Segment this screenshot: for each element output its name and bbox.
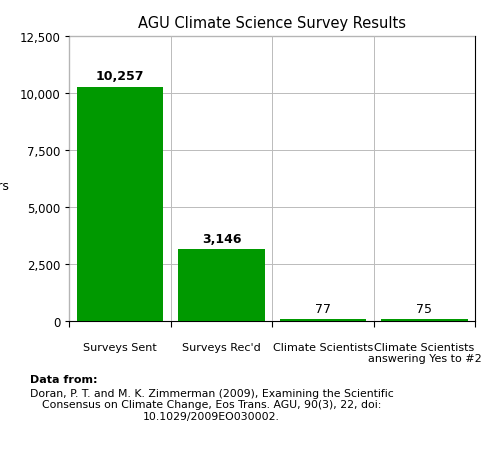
Text: 3,146: 3,146: [202, 232, 241, 245]
Title: AGU Climate Science Survey Results: AGU Climate Science Survey Results: [138, 17, 406, 31]
Bar: [280, 319, 366, 321]
Bar: [178, 250, 265, 321]
Text: 10,257: 10,257: [96, 70, 144, 83]
Bar: [381, 319, 468, 321]
Text: Data from:: Data from:: [30, 374, 97, 384]
Text: Surveys Sent: Surveys Sent: [83, 342, 157, 352]
Text: 75: 75: [416, 302, 433, 315]
Bar: [77, 88, 163, 321]
Text: Climate Scientists: Climate Scientists: [273, 342, 373, 352]
Text: Doran, P. T. and M. K. Zimmerman (2009), Examining the Scientific
Consensus on C: Doran, P. T. and M. K. Zimmerman (2009),…: [30, 388, 394, 421]
Y-axis label: AGU
Members: AGU Members: [0, 165, 9, 193]
Text: Surveys Rec'd: Surveys Rec'd: [182, 342, 261, 352]
Text: 77: 77: [315, 302, 331, 315]
Text: Climate Scientists
answering Yes to #2: Climate Scientists answering Yes to #2: [368, 342, 481, 364]
